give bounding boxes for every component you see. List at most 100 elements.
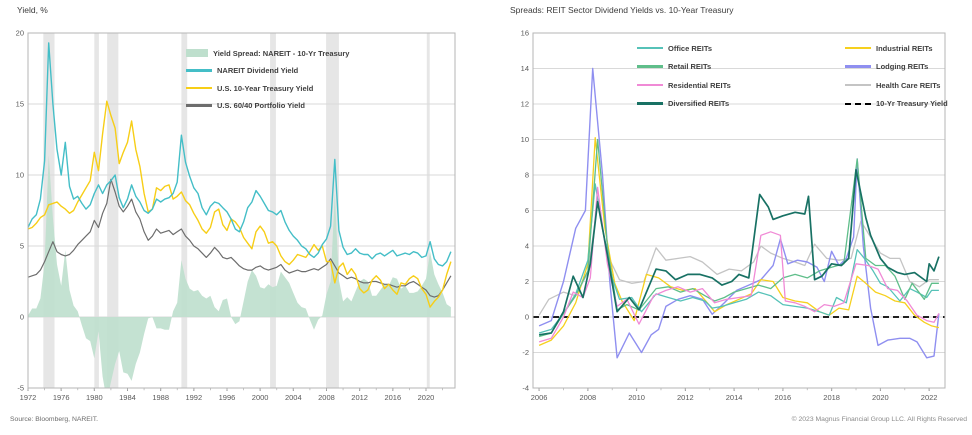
legend-item-office-reits: Office REITs — [637, 42, 712, 54]
y-tick-label: 4 — [525, 242, 529, 251]
x-tick-label: 2012 — [351, 393, 368, 402]
y-tick-label: 0 — [20, 313, 24, 322]
x-tick-label: 2022 — [921, 393, 938, 402]
x-tick-label: 1972 — [20, 393, 37, 402]
legend-label: U.S. 60/40 Portfolio Yield — [217, 101, 305, 110]
plot-border — [532, 32, 946, 389]
legend-item-diversified-reits: Diversified REITs — [637, 98, 729, 110]
legend-item-u-s-60-40-portfolio-yield: U.S. 60/40 Portfolio Yield — [186, 100, 305, 112]
legend-item-yield-spread-nareit-10-yr-treasury: Yield Spread: NAREIT - 10-Yr Treasury — [186, 47, 349, 59]
y-tick-label: 15 — [16, 100, 24, 109]
x-tick-label: 1984 — [119, 393, 136, 402]
series-area-yield-spread-nareit-10-yr-treasury — [28, 155, 451, 388]
series-line-u-s-60-40-portfolio-yield — [28, 178, 452, 298]
series-line-lodging-reits — [538, 67, 940, 359]
y-tick-label: 10 — [521, 135, 529, 144]
legend-line-swatch — [637, 83, 663, 87]
recession-band — [270, 33, 276, 388]
legend-item-10-yr-treasury-yield: 10-Yr Treasury Yield — [845, 98, 948, 110]
legend-item-lodging-reits: Lodging REITs — [845, 61, 928, 73]
legend-line-swatch — [186, 104, 212, 107]
legend-item-health-care-reits: Health Care REITs — [845, 79, 940, 91]
recession-band — [326, 33, 339, 388]
legend-item-residential-reits: Residential REITs — [637, 79, 731, 91]
legend-label: Retail REITs — [668, 62, 712, 71]
x-tick-label: 2020 — [418, 393, 435, 402]
y-tick-label: 6 — [525, 206, 529, 215]
x-tick-label: 2010 — [628, 393, 645, 402]
copyright-note: © 2023 Magnus Financial Group LLC. All R… — [791, 416, 967, 423]
legend-label: 10-Yr Treasury Yield — [876, 99, 948, 108]
x-tick-label: 2016 — [384, 393, 401, 402]
legend-label: Residential REITs — [668, 80, 731, 90]
series-line-diversified-reits — [538, 168, 940, 336]
legend-label: Yield Spread: NAREIT - 10-Yr Treasury — [213, 48, 350, 58]
plot-area — [28, 33, 455, 388]
legend-item-u-s-10-year-treasury-yield: U.S. 10-Year Treasury Yield — [186, 82, 313, 94]
y-tick-label: 20 — [16, 29, 24, 38]
legend-line-swatch — [186, 69, 212, 72]
x-tick-label: 2006 — [531, 393, 548, 402]
legend-label: NAREIT Dividend Yield — [217, 66, 299, 75]
y-tick-label: 0 — [525, 313, 529, 322]
left-chart-title: Yield, % — [17, 5, 48, 15]
y-tick-label: -4 — [522, 384, 529, 393]
x-tick-label: 2014 — [726, 393, 743, 402]
plot-area — [533, 33, 945, 388]
x-tick-label: 2012 — [677, 393, 694, 402]
y-tick-label: 2 — [525, 277, 529, 286]
recession-band — [107, 33, 119, 388]
x-tick-label: 1980 — [86, 393, 103, 402]
y-tick-label: -2 — [522, 348, 529, 357]
legend-line-swatch — [637, 65, 663, 68]
x-tick-label: 2000 — [252, 393, 269, 402]
x-tick-label: 2020 — [872, 393, 889, 402]
x-tick-label: 1992 — [185, 393, 202, 402]
legend-label: Diversified REITs — [668, 99, 730, 108]
series-line-industrial-reits — [538, 137, 940, 346]
legend-line-swatch — [845, 102, 871, 105]
reit-spreads-chart: -4 -2 0 2 4 6 8 10 12 14 16 2006 2008 2010 2012 2014 201… — [521, 29, 946, 402]
x-tick-label: 2018 — [823, 393, 840, 402]
legend-area-swatch — [186, 49, 208, 57]
y-tick-label: 12 — [521, 100, 529, 109]
legend-label: U.S. 10-Year Treasury Yield — [217, 83, 314, 93]
legend-line-swatch — [845, 65, 871, 68]
series-line-health-care-reits — [538, 202, 939, 316]
y-tick-label: 16 — [521, 29, 529, 38]
series-line-u-s-10-year-treasury-yield — [28, 100, 452, 308]
recession-band — [94, 33, 99, 388]
legend-line-swatch — [845, 83, 871, 87]
legend-label: Industrial REITs — [876, 43, 933, 53]
panel-reit-sector-spreads: -4 -2 0 2 4 6 8 10 12 14 16 2006 2008 2010 2012 2014 201… — [486, 0, 972, 435]
legend-label: Office REITs — [668, 43, 713, 53]
legend-label: Lodging REITs — [876, 62, 929, 71]
recession-band — [426, 33, 430, 388]
legend-item-retail-reits: Retail REITs — [637, 61, 711, 73]
x-tick-label: 1988 — [152, 393, 169, 402]
legend-item-nareit-dividend-yield: NAREIT Dividend Yield — [186, 65, 298, 77]
legend-item-industrial-reits: Industrial REITs — [845, 42, 933, 54]
legend-label: Health Care REITs — [876, 80, 941, 90]
source-note: Source: Bloomberg, NAREIT. — [10, 416, 99, 423]
legend-line-swatch — [845, 46, 871, 50]
yield-history-chart: -5 0 5 10 15 20 1972 1976 1980 1984 1988 1992 1996 20… — [16, 29, 456, 402]
y-tick-label: 14 — [521, 64, 529, 73]
y-tick-label: 8 — [525, 171, 529, 180]
panel-yield-history: -5 0 5 10 15 20 1972 1976 1980 1984 1988 1992 1996 20… — [10, 5, 456, 423]
legend-line-swatch — [637, 102, 663, 105]
y-tick-label: 5 — [20, 242, 24, 251]
x-tick-label: 2004 — [285, 393, 302, 402]
plot-border — [27, 32, 456, 389]
x-tick-label: 2008 — [580, 393, 597, 402]
legend-line-swatch — [637, 46, 663, 50]
right-chart-title: Spreads: REIT Sector Dividend Yields vs.… — [510, 5, 734, 15]
legend-line-swatch — [186, 86, 212, 90]
x-tick-label: 2016 — [775, 393, 792, 402]
recession-band — [181, 33, 188, 388]
x-tick-label: 1996 — [219, 393, 236, 402]
y-tick-label: -5 — [17, 384, 24, 393]
series-line-nareit-dividend-yield — [28, 42, 452, 267]
x-tick-label: 1976 — [53, 393, 70, 402]
